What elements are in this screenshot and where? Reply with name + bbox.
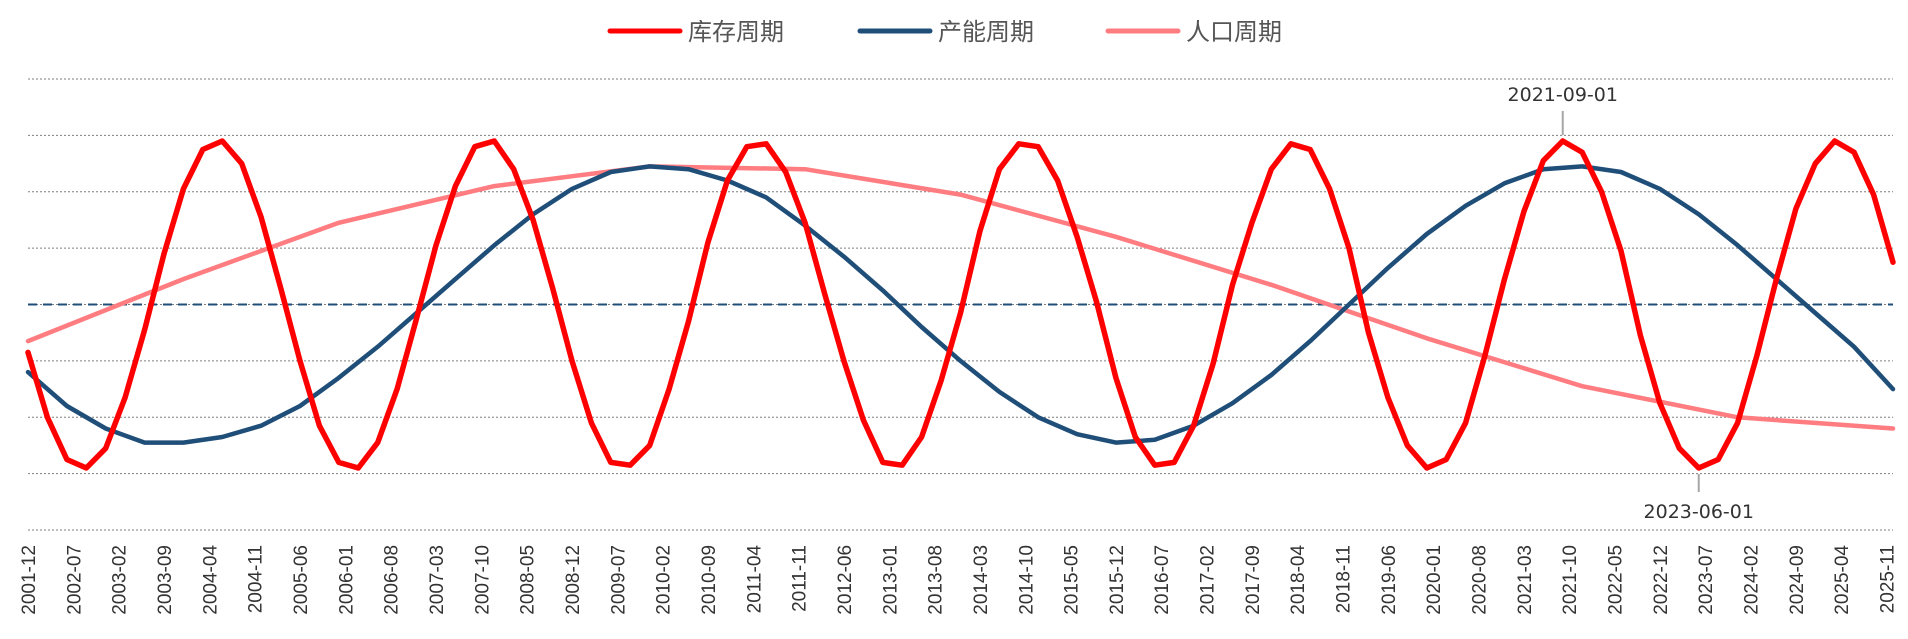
x-tick-label: 2003-02 xyxy=(110,545,131,615)
x-tick-label: 2005-06 xyxy=(291,545,312,615)
x-axis-tick-labels: 2001-12 2002-07 2003-02 2003-09 2004-04 2004-… xyxy=(19,545,1899,615)
x-tick-label: 2024-09 xyxy=(1787,545,1808,615)
annotation-label-1: 2023-06-01 xyxy=(1644,501,1754,523)
x-tick-label: 2021-10 xyxy=(1560,545,1581,615)
series-line-1 xyxy=(25,164,1896,445)
x-tick-label: 2008-05 xyxy=(518,545,539,615)
x-tick-label: 2015-12 xyxy=(1107,545,1128,615)
x-tick-label: 2010-02 xyxy=(654,545,675,615)
legend: 库存周期 产能周期 人口周期 xyxy=(607,18,1282,46)
x-tick-label: 2011-11 xyxy=(790,545,811,612)
legend-label-1: 产能周期 xyxy=(938,18,1034,46)
x-tick-label: 2022-12 xyxy=(1651,545,1672,615)
x-tick-label: 2003-09 xyxy=(155,545,176,615)
x-tick-label: 2004-04 xyxy=(200,545,221,615)
x-tick-label: 2023-07 xyxy=(1696,545,1717,615)
x-tick-label: 2006-01 xyxy=(336,545,357,615)
x-tick-label: 2018-04 xyxy=(1288,545,1309,615)
x-tick-label: 2022-05 xyxy=(1606,545,1627,615)
series-line-2 xyxy=(25,164,1896,431)
x-tick-label: 2007-10 xyxy=(472,545,493,615)
x-tick-label: 2013-08 xyxy=(926,545,947,615)
x-tick-label: 2007-03 xyxy=(427,545,448,615)
x-tick-label: 2004-11 xyxy=(246,545,267,613)
x-tick-label: 2016-07 xyxy=(1152,545,1173,615)
x-tick-label: 2021-03 xyxy=(1515,545,1536,615)
x-tick-label: 2006-08 xyxy=(382,545,403,615)
x-tick-label: 2012-06 xyxy=(835,545,856,615)
x-tick-label: 2008-12 xyxy=(563,545,584,615)
x-tick-label: 2011-04 xyxy=(744,545,765,614)
x-tick-label: 2002-07 xyxy=(64,545,85,615)
x-tick-label: 2025-04 xyxy=(1832,545,1853,615)
x-tick-label: 2019-06 xyxy=(1379,545,1400,615)
x-tick-label: 2013-01 xyxy=(880,545,901,615)
series-line-0 xyxy=(25,138,1896,471)
x-tick-label: 2010-09 xyxy=(699,545,720,615)
x-tick-label: 2017-09 xyxy=(1243,545,1264,615)
x-tick-label: 2001-12 xyxy=(19,545,40,615)
x-tick-label: 2015-05 xyxy=(1062,545,1083,615)
legend-label-0: 库存周期 xyxy=(688,18,784,46)
x-tick-label: 2014-10 xyxy=(1016,545,1037,615)
x-tick-label: 2018-11 xyxy=(1334,545,1355,613)
legend-label-2: 人口周期 xyxy=(1186,18,1282,46)
x-tick-label: 2014-03 xyxy=(971,545,992,615)
x-tick-label: 2020-08 xyxy=(1470,545,1491,615)
series-lines xyxy=(25,138,1896,471)
x-tick-label: 2025-11 xyxy=(1878,545,1899,613)
x-tick-label: 2017-02 xyxy=(1198,545,1219,615)
x-tick-label: 2009-07 xyxy=(608,545,629,615)
x-tick-label: 2020-01 xyxy=(1424,545,1445,615)
annotation-label-0: 2021-09-01 xyxy=(1508,84,1618,106)
x-tick-label: 2024-02 xyxy=(1742,545,1763,615)
annotations: 2021-09-01 2023-06-01 xyxy=(1508,84,1754,523)
